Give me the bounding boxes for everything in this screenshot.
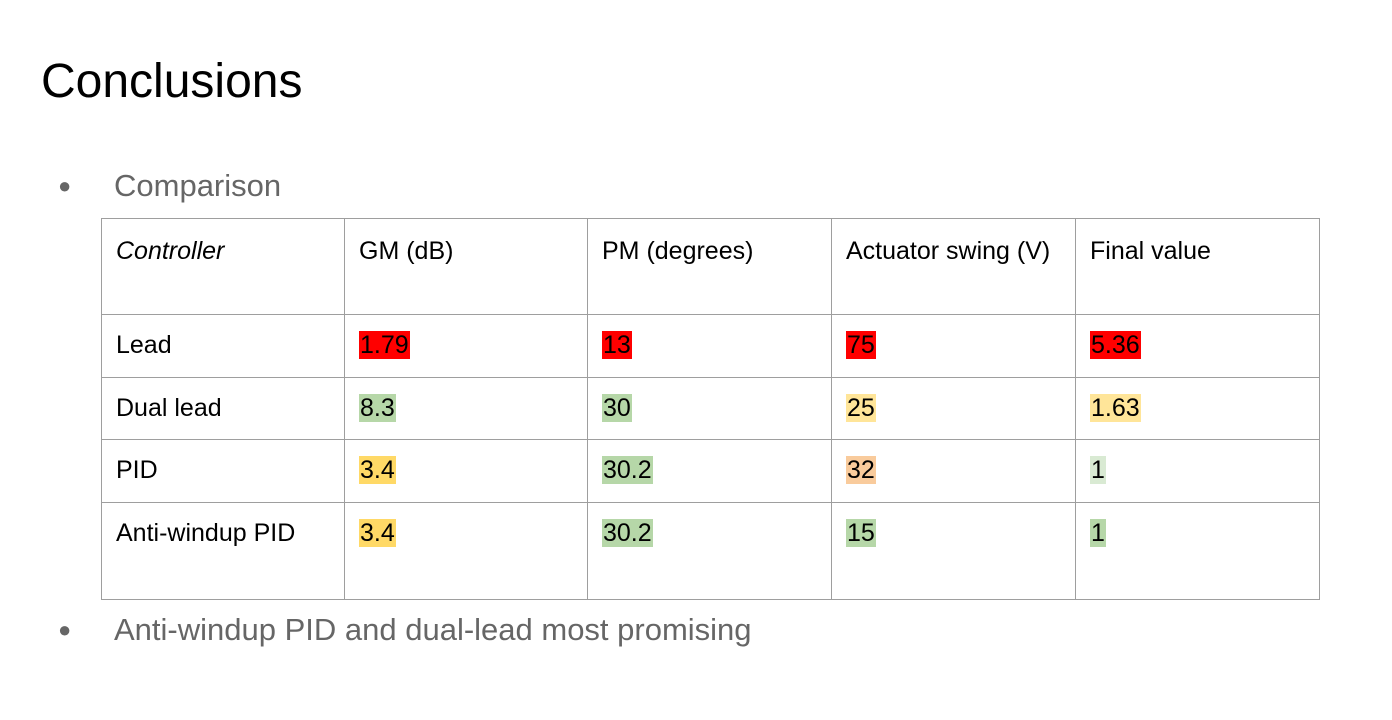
table-row: Dual lead 8.3 30 25 1.63 <box>101 377 1320 440</box>
highlighted-value: 75 <box>846 331 876 359</box>
gm-cell: 8.3 <box>344 377 588 440</box>
bullet-text: Comparison <box>114 168 282 203</box>
highlighted-value: 3.4 <box>359 519 396 547</box>
header-final-value: Final value <box>1075 218 1320 315</box>
slide-title: Conclusions <box>41 55 303 108</box>
highlighted-value: 25 <box>846 394 876 422</box>
final-value-cell: 1 <box>1075 439 1320 503</box>
controller-cell: Anti-windup PID <box>101 502 345 600</box>
highlighted-value: 1.79 <box>359 331 410 359</box>
highlighted-value: 3.4 <box>359 456 396 484</box>
controller-cell: Lead <box>101 314 345 378</box>
gm-cell: 1.79 <box>344 314 588 378</box>
header-controller: Controller <box>101 218 345 315</box>
highlighted-value: 1.63 <box>1090 394 1141 422</box>
table-row: PID 3.4 30.2 32 1 <box>101 439 1320 503</box>
pm-cell: 30 <box>587 377 832 440</box>
controller-cell: PID <box>101 439 345 503</box>
header-pm: PM (degrees) <box>587 218 832 315</box>
gm-cell: 3.4 <box>344 439 588 503</box>
table-row: Anti-windup PID 3.4 30.2 15 1 <box>101 502 1320 600</box>
highlighted-value: 8.3 <box>359 394 396 422</box>
highlighted-value: 30 <box>602 394 632 422</box>
header-gm: GM (dB) <box>344 218 588 315</box>
bullet-dot-icon: ● <box>58 617 72 642</box>
highlighted-value: 1 <box>1090 456 1106 484</box>
bullet-dot-icon: ● <box>58 173 72 198</box>
highlighted-value: 13 <box>602 331 632 359</box>
pm-cell: 30.2 <box>587 502 832 600</box>
bullet-text: Anti-windup PID and dual-lead most promi… <box>114 612 752 647</box>
actuator-swing-cell: 32 <box>831 439 1076 503</box>
header-actuator-swing: Actuator swing (V) <box>831 218 1076 315</box>
highlighted-value: 15 <box>846 519 876 547</box>
actuator-swing-cell: 15 <box>831 502 1076 600</box>
controller-cell: Dual lead <box>101 377 345 440</box>
highlighted-value: 32 <box>846 456 876 484</box>
pm-cell: 30.2 <box>587 439 832 503</box>
actuator-swing-cell: 25 <box>831 377 1076 440</box>
highlighted-value: 1 <box>1090 519 1106 547</box>
highlighted-value: 30.2 <box>602 519 653 547</box>
final-value-cell: 5.36 <box>1075 314 1320 378</box>
actuator-swing-cell: 75 <box>831 314 1076 378</box>
comparison-table: Controller GM (dB) PM (degrees) Actuator… <box>101 218 1320 600</box>
pm-cell: 13 <box>587 314 832 378</box>
table-header-row: Controller GM (dB) PM (degrees) Actuator… <box>101 218 1320 315</box>
highlighted-value: 30.2 <box>602 456 653 484</box>
final-value-cell: 1 <box>1075 502 1320 600</box>
gm-cell: 3.4 <box>344 502 588 600</box>
final-value-cell: 1.63 <box>1075 377 1320 440</box>
highlighted-value: 5.36 <box>1090 331 1141 359</box>
table-row: Lead 1.79 13 75 5.36 <box>101 314 1320 378</box>
